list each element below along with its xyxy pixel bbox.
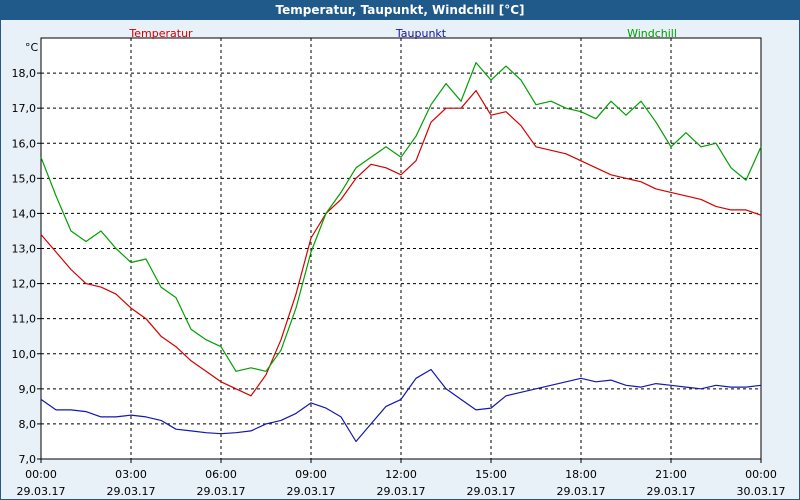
x-tick-time: 03:00 bbox=[115, 468, 147, 481]
y-tick-label: 14,0 bbox=[12, 207, 37, 220]
x-tick-time: 12:00 bbox=[385, 468, 417, 481]
y-tick-label: 15,0 bbox=[12, 172, 37, 185]
y-tick-label: 10,0 bbox=[12, 348, 37, 361]
x-tick-time: 21:00 bbox=[655, 468, 687, 481]
y-tick-label: 13,0 bbox=[12, 243, 37, 256]
legend-item-taupunkt: Taupunkt bbox=[395, 27, 447, 40]
x-tick-date: 29.03.17 bbox=[467, 485, 516, 498]
series-line-windchill bbox=[40, 61, 762, 372]
x-tick-time: 18:00 bbox=[565, 468, 597, 481]
chart-title: Temperatur, Taupunkt, Windchill [°C] bbox=[1, 1, 799, 20]
y-tick-label: 16,0 bbox=[12, 137, 37, 150]
legend-item-temperatur: Temperatur bbox=[128, 27, 193, 40]
series-line-taupunkt bbox=[40, 368, 762, 443]
legend-item-windchill: Windchill bbox=[627, 27, 677, 40]
y-tick-label: 17,0 bbox=[12, 102, 37, 115]
y-tick-label: 12,0 bbox=[12, 278, 37, 291]
x-tick-date: 29.03.17 bbox=[377, 485, 426, 498]
line-chart: 7,0 8,0 9,0 10,0 11,0 12,0 13,0 14,0 15,0 16,0 17,… bbox=[12, 27, 786, 498]
y-tick-label: 7,0 bbox=[19, 453, 37, 466]
series-lines bbox=[40, 61, 762, 443]
axis-ticks: 7,0 8,0 9,0 10,0 11,0 12,0 13,0 14,0 15,0 16,0 17,… bbox=[12, 67, 786, 498]
x-tick-time: 06:00 bbox=[205, 468, 237, 481]
series-line-temperatur bbox=[40, 89, 762, 397]
x-tick-date: 29.03.17 bbox=[197, 485, 246, 498]
y-tick-label: 11,0 bbox=[12, 313, 37, 326]
x-tick-date: 29.03.17 bbox=[107, 485, 156, 498]
x-tick-date: 29.03.17 bbox=[647, 485, 696, 498]
x-tick-time: 09:00 bbox=[295, 468, 327, 481]
x-tick-date: 30.03.17 bbox=[737, 485, 786, 498]
x-tick-time: 00:00 bbox=[25, 468, 57, 481]
x-tick-time: 00:00 bbox=[745, 468, 777, 481]
x-tick-time: 15:00 bbox=[475, 468, 507, 481]
x-tick-date: 29.03.17 bbox=[17, 485, 66, 498]
y-axis-unit: °C bbox=[25, 41, 39, 54]
x-tick-date: 29.03.17 bbox=[557, 485, 606, 498]
y-tick-label: 8,0 bbox=[19, 418, 37, 431]
grid-lines bbox=[41, 38, 761, 459]
x-tick-date: 29.03.17 bbox=[287, 485, 336, 498]
y-tick-label: 18,0 bbox=[12, 67, 37, 80]
y-tick-label: 9,0 bbox=[19, 383, 37, 396]
legend: Temperatur Taupunkt Windchill bbox=[128, 27, 677, 40]
